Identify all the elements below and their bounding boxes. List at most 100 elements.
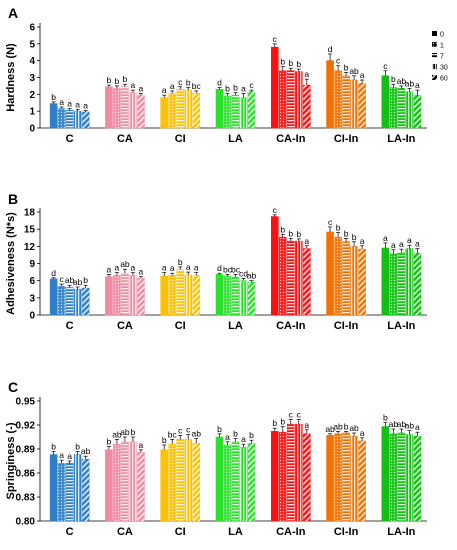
x-tick-label: CA-In bbox=[276, 526, 306, 538]
bar-pattern bbox=[389, 253, 397, 315]
bar-pattern bbox=[334, 237, 342, 315]
bar-body bbox=[215, 436, 224, 522]
bar-ci-in-60: a bbox=[358, 428, 366, 522]
significance-letter: b bbox=[51, 92, 56, 102]
significance-letter: a bbox=[115, 263, 120, 273]
bar-pattern bbox=[232, 441, 239, 521]
y-tick-label: 0.80 bbox=[16, 517, 36, 528]
significance-letter: bc bbox=[223, 264, 233, 274]
bar-pattern bbox=[295, 424, 303, 521]
legend-label: 1 bbox=[440, 43, 444, 50]
significance-letter: b bbox=[352, 232, 357, 242]
significance-letter: b bbox=[233, 83, 238, 93]
bar-la-in-0: a bbox=[381, 233, 390, 316]
bar-c-0: b bbox=[49, 441, 58, 522]
bar-ci-in-7: b bbox=[342, 228, 350, 316]
significance-letter: ab bbox=[389, 419, 399, 429]
bar-pattern bbox=[413, 95, 421, 128]
bar-la-in-0: b bbox=[381, 413, 390, 522]
bar-la-60: c bbox=[247, 80, 256, 129]
x-tick-label: CA bbox=[117, 320, 133, 332]
bar-ca-in-0: c bbox=[270, 205, 279, 316]
bar-pattern bbox=[58, 286, 66, 315]
bar-pattern bbox=[287, 424, 295, 521]
y-tick-label: 0.83 bbox=[16, 493, 36, 504]
bar-ca-0: b bbox=[105, 437, 113, 522]
bar-body bbox=[49, 103, 58, 129]
bar-ca-in-7: b bbox=[286, 228, 295, 316]
y-axis-title: Hardness (N) bbox=[5, 43, 17, 112]
bar-c-7: a bbox=[65, 451, 74, 522]
bar-ci-7: c bbox=[176, 77, 185, 129]
y-tick-label: 0.95 bbox=[16, 397, 36, 408]
bar-pattern bbox=[184, 439, 192, 521]
bar-la-0: d bbox=[215, 78, 224, 129]
bar-ca-1: ab bbox=[112, 429, 122, 522]
bar-ci-in-0: d bbox=[326, 44, 334, 129]
significance-letter: b bbox=[280, 224, 285, 234]
bar-pattern bbox=[358, 83, 366, 128]
bar-pattern bbox=[224, 445, 231, 521]
bar-ci-30: b bbox=[184, 78, 193, 129]
y-tick-label: 6 bbox=[29, 276, 35, 287]
significance-letter: a bbox=[75, 99, 80, 109]
bar-pattern bbox=[413, 253, 421, 315]
bar-ca-in-30: b bbox=[294, 59, 303, 129]
bar-pattern bbox=[248, 443, 255, 521]
bar-pattern bbox=[342, 75, 350, 128]
bar-ci-in-1: c bbox=[334, 56, 342, 129]
significance-letter: a bbox=[139, 267, 144, 277]
bar-c-7: ab bbox=[65, 275, 75, 316]
significance-letter: ab bbox=[349, 66, 359, 76]
bar-ca-in-0: c bbox=[270, 34, 279, 129]
significance-letter: b bbox=[178, 257, 183, 267]
bar-pattern bbox=[58, 108, 66, 128]
bar-body bbox=[326, 231, 334, 316]
bar-pattern bbox=[350, 80, 358, 128]
bar-la-in-30: ab bbox=[405, 421, 414, 522]
significance-letter: a bbox=[225, 432, 230, 442]
significance-letter: c bbox=[328, 217, 333, 227]
significance-letter: a bbox=[67, 99, 72, 109]
significance-letter: c bbox=[60, 274, 65, 284]
significance-letter: b bbox=[107, 437, 112, 447]
y-tick-label: 2 bbox=[29, 90, 35, 101]
bar-ci-30: c bbox=[184, 425, 193, 522]
bar-pattern bbox=[358, 441, 366, 521]
significance-letter: a bbox=[67, 451, 72, 461]
bar-pattern bbox=[168, 275, 176, 315]
bar-pattern bbox=[240, 280, 247, 315]
significance-letter: b bbox=[186, 78, 191, 88]
significance-letter: ab bbox=[397, 419, 407, 429]
significance-letter: a bbox=[186, 262, 191, 272]
significance-letter: ab bbox=[397, 76, 407, 86]
x-tick-label: CI bbox=[175, 526, 186, 538]
bar-pattern bbox=[248, 282, 255, 315]
bar-pattern bbox=[113, 88, 121, 128]
bar-pattern bbox=[168, 93, 176, 128]
bar-body bbox=[105, 86, 113, 129]
significance-letter: b bbox=[280, 57, 285, 67]
bar-la-30: a bbox=[239, 434, 248, 522]
significance-letter: cd bbox=[239, 268, 248, 278]
bar-ca-in-60: a bbox=[302, 69, 311, 129]
significance-letter: ab bbox=[333, 421, 343, 431]
significance-letter: ab bbox=[65, 275, 75, 285]
bar-la-in-60: a bbox=[413, 80, 422, 129]
significance-letter: d bbox=[217, 78, 222, 88]
bar-ci-60: bc bbox=[192, 81, 201, 129]
bar-la-0: b bbox=[215, 424, 224, 522]
y-tick-label: 12 bbox=[24, 242, 36, 253]
y-tick-label: 0.92 bbox=[16, 421, 36, 432]
bar-pattern bbox=[66, 110, 74, 128]
bar-pattern bbox=[113, 444, 121, 521]
bar-body bbox=[381, 247, 390, 316]
significance-letter: ab bbox=[325, 424, 335, 434]
significance-letter: b bbox=[107, 75, 112, 85]
significance-letter: c bbox=[383, 61, 388, 71]
bar-c-1: a bbox=[57, 97, 66, 129]
bar-pattern bbox=[224, 96, 231, 128]
y-tick-label: 3 bbox=[29, 293, 35, 304]
bar-c-60: ab bbox=[81, 446, 91, 522]
